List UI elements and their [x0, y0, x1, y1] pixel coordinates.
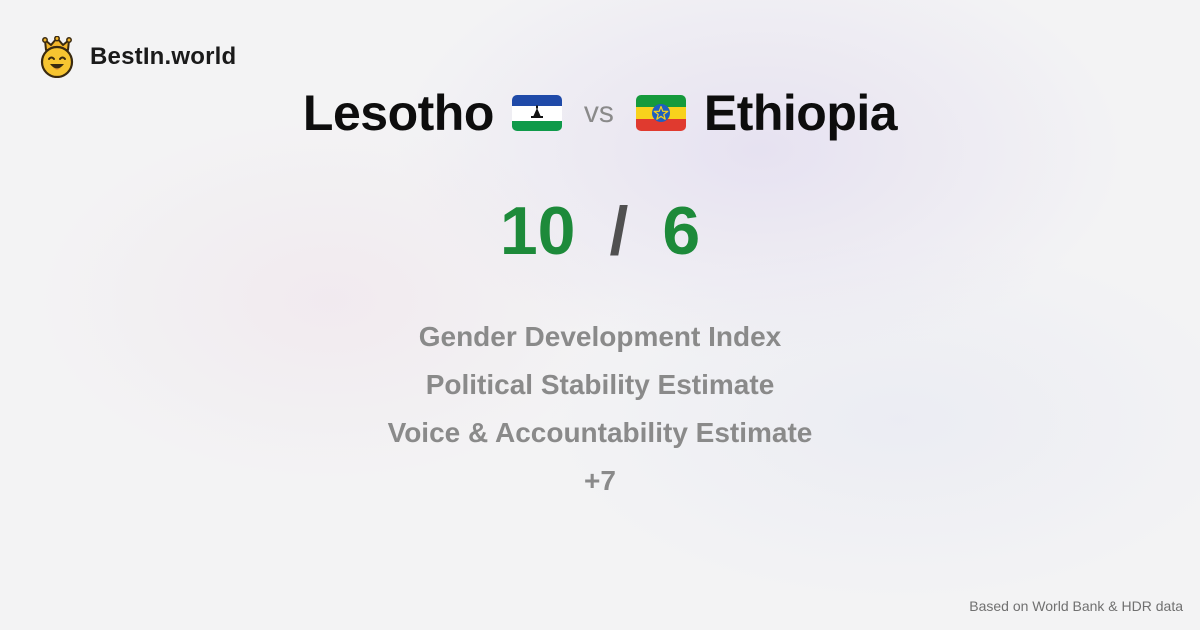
left-country-name[interactable]: Lesotho [302, 85, 494, 141]
ethiopia-flag-icon [635, 95, 686, 131]
lesotho-flag-icon [511, 95, 562, 131]
brand-header[interactable]: BestIn.world [38, 36, 236, 78]
smiling-crown-face-icon [40, 36, 74, 78]
score-separator: / [609, 193, 629, 269]
left-score: 10 [499, 193, 576, 269]
comparison-title: Lesotho vs Ethiopia [0, 84, 1200, 142]
more-metrics-count[interactable]: +7 [584, 465, 616, 496]
metric-item[interactable]: Voice & Accountability Estimate [387, 417, 813, 448]
brand-name: BestIn.world [90, 43, 237, 70]
data-source-note: Based on World Bank & HDR data [969, 598, 1183, 614]
right-country-name[interactable]: Ethiopia [703, 85, 898, 141]
vs-label: vs [583, 96, 614, 129]
metric-item[interactable]: Political Stability Estimate [425, 369, 775, 400]
right-score: 6 [662, 193, 701, 269]
metrics-list: Gender Development Index Political Stabi… [0, 313, 1200, 505]
metric-item[interactable]: Gender Development Index [418, 321, 782, 352]
score-comparison: 10 / 6 [0, 192, 1200, 270]
